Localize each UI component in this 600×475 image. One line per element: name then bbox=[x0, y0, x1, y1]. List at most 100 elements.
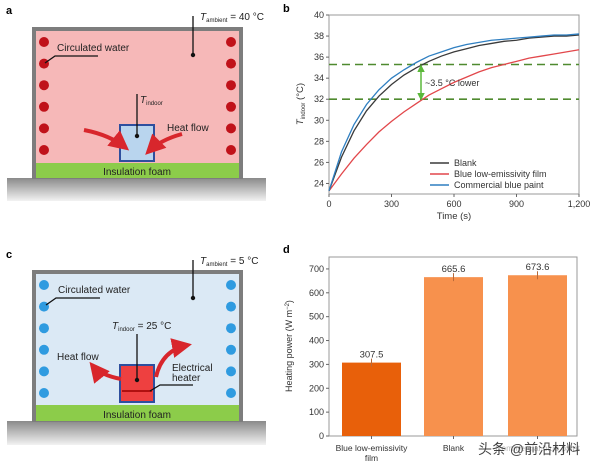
bar-1 bbox=[342, 362, 401, 436]
water-pipe-dot bbox=[39, 123, 49, 134]
y-tick-label: 500 bbox=[309, 312, 324, 322]
ground-slab bbox=[7, 421, 266, 445]
y-tick-label: 600 bbox=[309, 288, 324, 298]
heat-flow-label: Heat flow bbox=[167, 123, 209, 134]
water-pipe-dot bbox=[39, 145, 49, 155]
water-pipes bbox=[39, 37, 236, 155]
water-pipe-dot bbox=[226, 101, 236, 112]
y-tick-label: 32 bbox=[314, 94, 324, 104]
legend-label: Blue low-emissivity film bbox=[454, 169, 547, 179]
y-tick-label: 300 bbox=[309, 359, 324, 369]
sensor-point bbox=[134, 133, 140, 139]
circulated-water-label: Circulated water bbox=[57, 43, 130, 54]
series-line-blank bbox=[328, 34, 580, 192]
y-tick-label: 28 bbox=[314, 136, 324, 146]
water-pipe-dot bbox=[39, 344, 49, 355]
panel-b-line-chart: b 0 300 600 900 1,200 24 26 28 30 32 34 36 38 40 ~3.5… bbox=[283, 3, 590, 222]
x-axis-label: Time (s) bbox=[437, 211, 471, 222]
series-line-blue-low-emissivity-film bbox=[328, 49, 580, 192]
data-label: 673.6 bbox=[526, 262, 550, 273]
data-label: 307.5 bbox=[360, 350, 384, 361]
y-tick-label: 0 bbox=[319, 431, 324, 441]
panel-label-c: c bbox=[6, 249, 12, 261]
water-pipe-dot bbox=[39, 388, 49, 398]
water-pipe-dot bbox=[39, 80, 49, 91]
water-pipe-dot bbox=[226, 37, 236, 47]
ambient-temperature-label: Tambient = 5 °C bbox=[200, 256, 258, 268]
sensor-point bbox=[190, 52, 196, 58]
y-tick-label: 40 bbox=[314, 10, 324, 20]
y-axis-label: Tindoor (°C) bbox=[295, 83, 307, 125]
water-pipe-dot bbox=[226, 301, 236, 312]
heat-flow-arrow bbox=[83, 128, 130, 151]
x-tick-label: Commercial blue paint bbox=[495, 443, 580, 453]
x-tick-label: 300 bbox=[384, 199, 399, 209]
water-pipe-dot bbox=[39, 323, 49, 334]
y-tick-label: 200 bbox=[309, 383, 324, 393]
sensor-point bbox=[190, 295, 196, 301]
panel-label-b: b bbox=[283, 3, 290, 15]
heat-flow-arrow bbox=[154, 338, 192, 378]
insulation-foam-label: Insulation foam bbox=[103, 167, 171, 178]
panel-label-a: a bbox=[6, 5, 13, 17]
y-tick-label: 36 bbox=[314, 52, 324, 62]
data-label: 665.6 bbox=[442, 264, 466, 275]
x-tick-label: 600 bbox=[446, 199, 461, 209]
x-tick-label: film bbox=[365, 453, 378, 463]
x-tick-label: 0 bbox=[326, 199, 331, 209]
panel-label-d: d bbox=[283, 244, 290, 256]
indoor-temperature-label: Tindoor bbox=[140, 95, 163, 107]
water-pipe-dot bbox=[226, 344, 236, 355]
x-tick-label: 1,200 bbox=[568, 199, 591, 209]
legend-label: Blank bbox=[454, 158, 477, 168]
legend-label: Commercial blue paint bbox=[454, 180, 544, 190]
water-pipe-dot bbox=[226, 123, 236, 134]
bar-3 bbox=[508, 275, 567, 436]
water-pipe-dot bbox=[226, 58, 236, 69]
y-tick-label: 38 bbox=[314, 31, 324, 41]
indoor-temperature-label: Tindoor = 25 °C bbox=[112, 321, 171, 333]
y-tick-label: 24 bbox=[314, 178, 324, 188]
y-tick-label: 700 bbox=[309, 264, 324, 274]
y-tick-label: 400 bbox=[309, 336, 324, 346]
y-tick-label: 26 bbox=[314, 157, 324, 167]
insulation-foam-label: Insulation foam bbox=[103, 410, 171, 421]
heat-flow-arrow bbox=[89, 361, 122, 384]
ground-slab bbox=[7, 178, 266, 201]
watermark: 头条 @前沿材料 bbox=[478, 441, 580, 457]
electrical-heater-label: Electrical heater bbox=[172, 363, 213, 384]
insulation-foam bbox=[36, 405, 239, 421]
leader-line bbox=[44, 55, 98, 64]
water-pipe-dot bbox=[39, 301, 49, 312]
leader-line bbox=[149, 384, 193, 392]
water-pipe-dot bbox=[39, 101, 49, 112]
sensor-point bbox=[134, 377, 140, 383]
series-line-commercial-blue-paint bbox=[328, 33, 580, 192]
water-pipe-dot bbox=[39, 366, 49, 377]
heat-flow-label: Heat flow bbox=[57, 352, 99, 363]
panel-a-diagram: a Insulation foam Circulated water Tambi… bbox=[6, 5, 266, 201]
x-tick-label: Blue low-emissivity bbox=[336, 443, 409, 453]
y-tick-label: 34 bbox=[314, 73, 324, 83]
water-pipe-dot bbox=[39, 37, 49, 47]
heat-flow-arrow bbox=[145, 132, 183, 155]
bar-2 bbox=[424, 277, 483, 436]
water-pipe-dot bbox=[226, 366, 236, 377]
x-tick-label: Blank bbox=[443, 443, 465, 453]
water-pipe-dot bbox=[226, 323, 236, 334]
panel-c-diagram: c Insulation foam Circulated water Tambi… bbox=[6, 249, 266, 445]
y-tick-label: 100 bbox=[309, 407, 324, 417]
water-pipe-dot bbox=[226, 280, 236, 290]
ambient-temperature-label: Tambient = 40 °C bbox=[200, 12, 264, 24]
x-tick-label: 900 bbox=[509, 199, 524, 209]
insulation-foam bbox=[36, 163, 239, 178]
water-pipe-dot bbox=[226, 145, 236, 155]
circulated-water-label: Circulated water bbox=[58, 285, 131, 296]
water-pipe-dot bbox=[226, 388, 236, 398]
y-axis-label: Heating power (W m−2) bbox=[284, 300, 294, 392]
water-pipe-dot bbox=[226, 80, 236, 91]
panel-d-bar-chart: d 0 100 200 300 400 500 600 700 Blue low-emissiv… bbox=[283, 244, 580, 463]
